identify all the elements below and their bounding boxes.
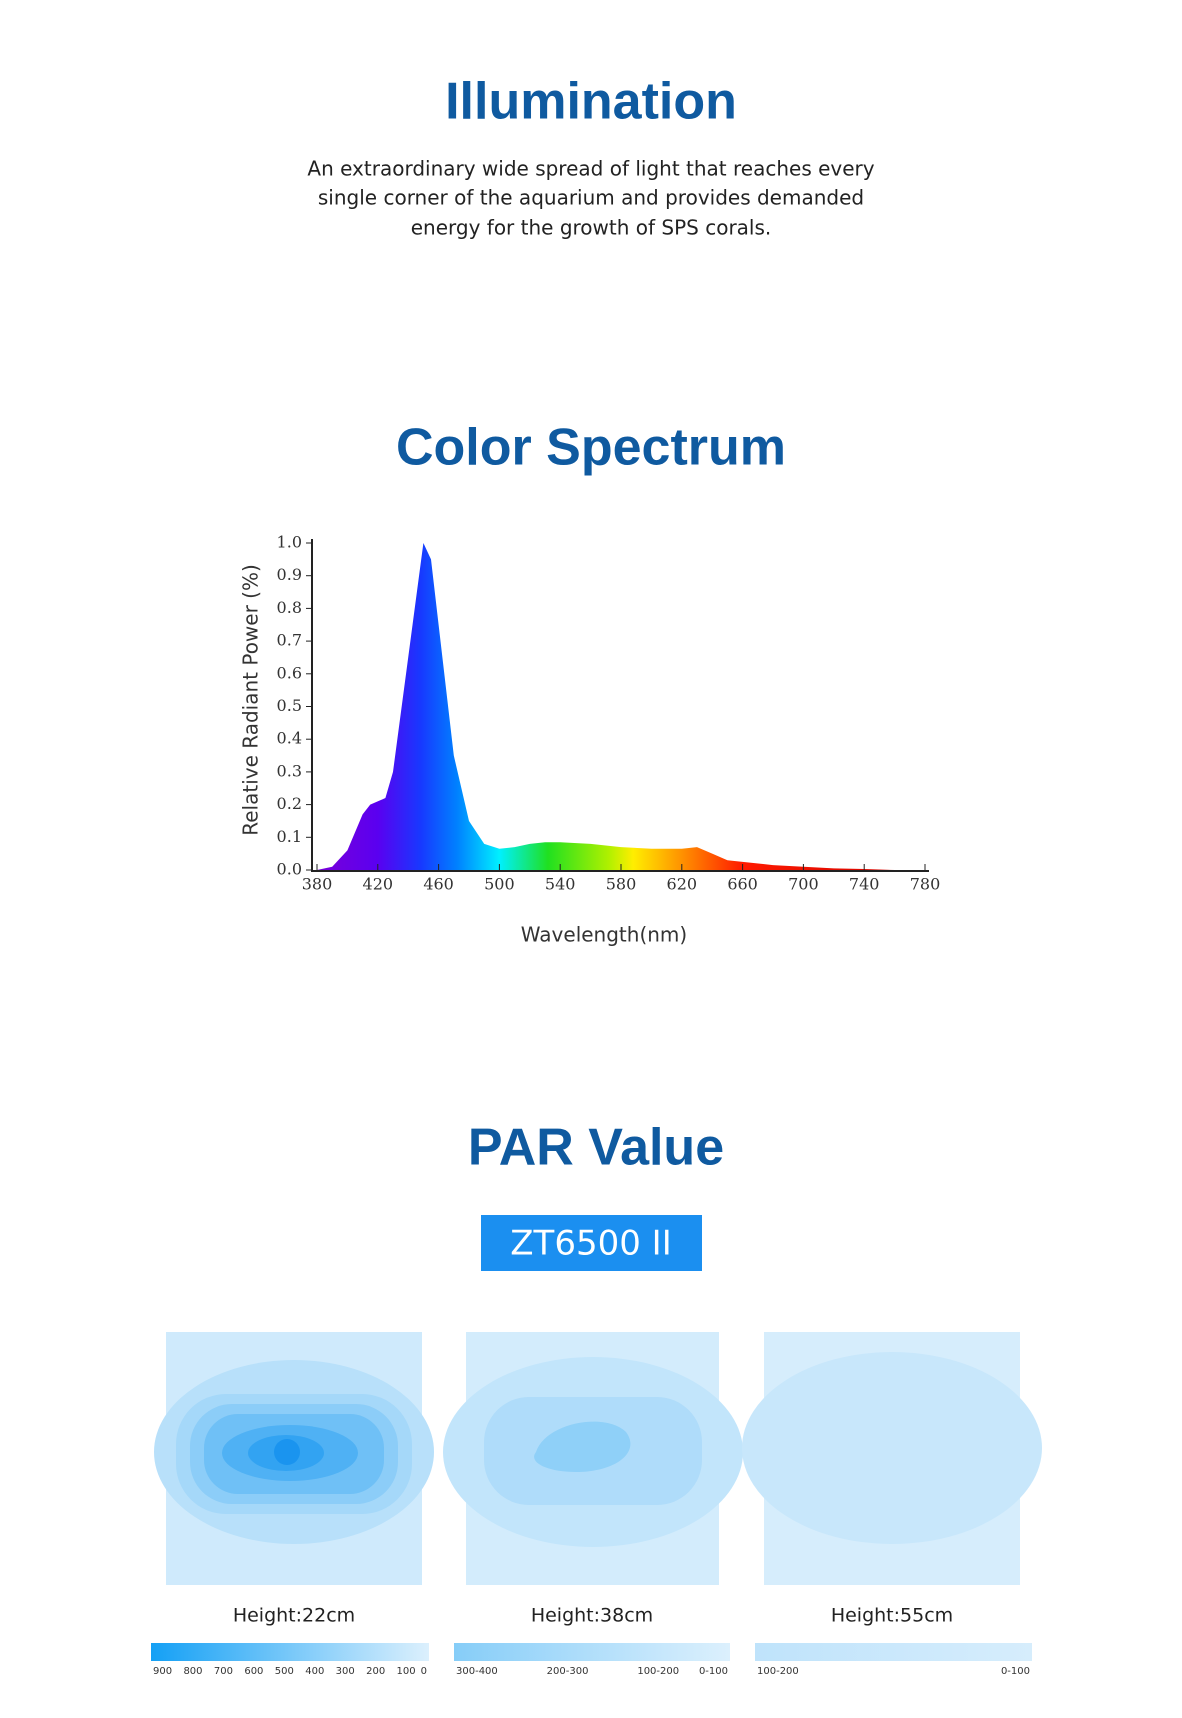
x-tick-label: 380 xyxy=(302,875,333,894)
y-tick-label: 0.7 xyxy=(277,631,302,650)
paragraph-line: energy for the growth of SPS corals. xyxy=(411,216,772,240)
heatmap xyxy=(742,1332,1042,1585)
x-tick-label: 540 xyxy=(545,875,576,894)
legend-label: 700 xyxy=(214,1666,233,1677)
section-title: PAR Value xyxy=(468,1119,724,1177)
legend-label: 800 xyxy=(183,1666,202,1677)
y-tick-label: 0.6 xyxy=(277,663,302,682)
x-tick-label: 740 xyxy=(849,875,880,894)
heatmap xyxy=(154,1332,434,1585)
heatmap xyxy=(443,1332,743,1585)
legend-label: 300 xyxy=(336,1666,355,1677)
spectrum-chart: 0.0 0.1 0.2 0.3 0.4 0.5 0.6 0.7 0.8 0.9 1.0 380 420 4… xyxy=(277,533,941,894)
y-tick-label: 0.1 xyxy=(277,827,302,846)
x-tick-label: 700 xyxy=(788,875,819,894)
legend-label: 400 xyxy=(305,1666,324,1677)
section-title: Color Spectrum xyxy=(396,419,786,477)
y-tick-label: 1.0 xyxy=(277,533,302,552)
legend-label: 100-200 xyxy=(637,1666,679,1677)
legend-bar xyxy=(454,1643,730,1661)
y-tick-label: 0.8 xyxy=(277,598,302,617)
y-axis-label: Relative Radiant Power (%) xyxy=(239,564,263,836)
legend-label: 100 xyxy=(397,1666,416,1677)
y-tick-label: 0.9 xyxy=(277,565,302,584)
panel-caption: Height:22cm xyxy=(233,1605,355,1627)
x-tick-label: 420 xyxy=(363,875,394,894)
model-badge xyxy=(481,1215,702,1271)
spectrum-area xyxy=(317,543,925,870)
legend-bar xyxy=(755,1643,1032,1661)
paragraph-line: single corner of the aquarium and provid… xyxy=(318,186,864,210)
legend-label: 100-200 xyxy=(757,1666,799,1677)
legend-label: 300-400 xyxy=(456,1666,498,1677)
legend-label: 600 xyxy=(244,1666,263,1677)
legend-label: 0-100 xyxy=(699,1666,728,1677)
x-tick-label: 660 xyxy=(727,875,758,894)
x-tick-label: 620 xyxy=(667,875,698,894)
x-axis-label: Wavelength(nm) xyxy=(521,923,687,947)
x-tick-label: 500 xyxy=(484,875,515,894)
legend-label: 200-300 xyxy=(547,1666,589,1677)
panel-caption: Height:55cm xyxy=(831,1605,953,1627)
par-panels: Height:22cm 900 800 700 600 500 400 300 200 100 0 H… xyxy=(151,1605,1032,1677)
y-tick-label: 0.3 xyxy=(277,761,302,780)
section-title: Illumination xyxy=(445,73,737,131)
y-tick-label: 0.2 xyxy=(277,794,302,813)
y-tick-label: 0.4 xyxy=(277,729,302,748)
model-name: ZT6500 II xyxy=(510,1224,671,1264)
paragraph-line: An extraordinary wide spread of light th… xyxy=(307,157,874,181)
legend-label: 500 xyxy=(275,1666,294,1677)
legend-label: 900 xyxy=(153,1666,172,1677)
x-tick-label: 460 xyxy=(423,875,454,894)
panel-caption: Height:38cm xyxy=(531,1605,653,1627)
legend-label: 0-100 xyxy=(1001,1666,1030,1677)
x-tick-label: 780 xyxy=(910,875,941,894)
y-tick-label: 0.0 xyxy=(277,860,302,879)
legend-label: 200 xyxy=(366,1666,385,1677)
x-tick-label: 580 xyxy=(606,875,637,894)
y-tick-label: 0.5 xyxy=(277,696,302,715)
legend-bar xyxy=(151,1643,429,1661)
legend-label: 0 xyxy=(421,1666,427,1677)
